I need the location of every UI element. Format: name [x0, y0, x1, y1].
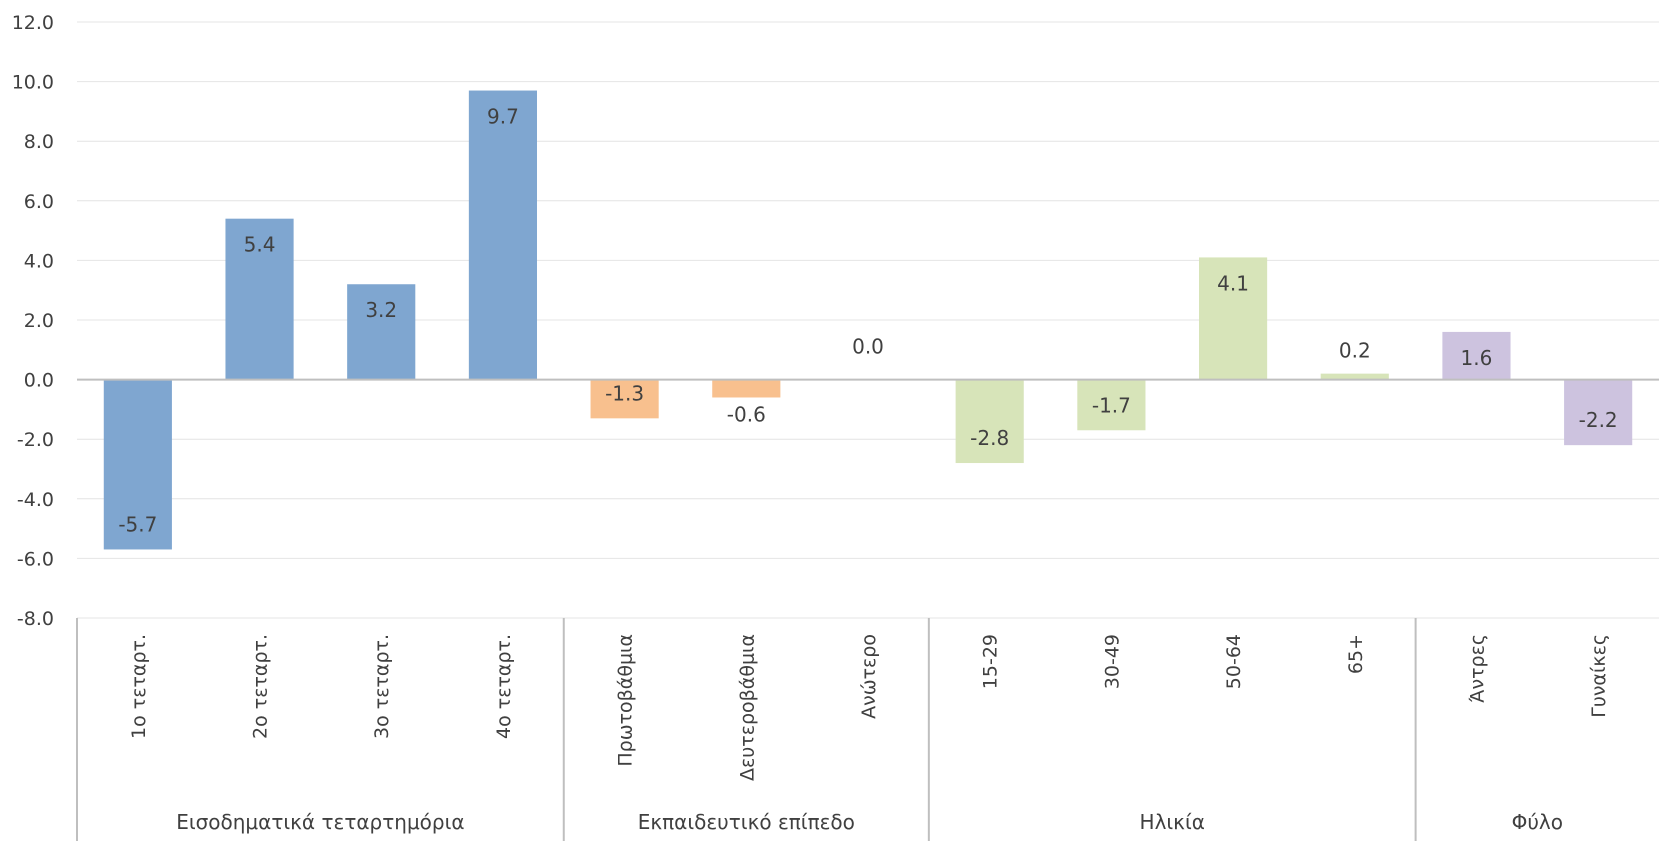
y-tick-label: -8.0	[17, 608, 54, 630]
data-label: 4.1	[1217, 271, 1249, 295]
bar	[347, 284, 416, 380]
y-tick-label: 0.0	[24, 370, 54, 392]
bar	[468, 90, 537, 380]
y-tick-label: 8.0	[24, 131, 54, 153]
category-label: 3ο τεταρτ.	[371, 634, 393, 739]
data-label: 1.6	[1461, 346, 1493, 370]
bar	[1077, 379, 1146, 431]
data-label: -1.3	[605, 381, 644, 405]
y-tick-label: 10.0	[12, 72, 54, 94]
bar	[1564, 379, 1633, 446]
data-label: 5.4	[244, 233, 276, 257]
category-label: 30-49	[1101, 634, 1123, 689]
bar	[1320, 373, 1389, 380]
bar	[955, 379, 1024, 464]
y-axis-tick-labels: 12.0 10.0 8.0 6.0 4.0 2.0 0.0 -2.0 -4.0 -6.0 -8.0	[12, 12, 54, 630]
category-label: 1ο τεταρτ.	[128, 634, 150, 739]
data-label: -1.7	[1092, 393, 1131, 417]
category-label: 65+	[1345, 634, 1367, 674]
group-label: Φύλο	[1512, 810, 1563, 834]
bar	[712, 379, 781, 398]
data-labels: -5.7 5.4 3.2 9.7 -1.3 -0.6 0.0 -2.8 -1.7 4.1 0.2 1.…	[118, 105, 1617, 537]
data-label: -2.2	[1579, 408, 1618, 432]
y-tick-label: 2.0	[24, 310, 54, 332]
y-tick-label: -6.0	[17, 548, 54, 570]
category-label: 50-64	[1223, 634, 1245, 689]
y-tick-label: 4.0	[24, 250, 54, 272]
category-label: Δευτεροβάθμια	[736, 634, 758, 781]
data-label: -2.8	[970, 426, 1009, 450]
group-label: Ηλικία	[1140, 810, 1205, 834]
group-label: Εισοδηματικά τεταρτημόρια	[176, 810, 464, 834]
y-tick-label: -2.0	[17, 429, 54, 451]
data-label: 3.2	[365, 298, 397, 322]
data-label: 0.2	[1339, 339, 1371, 363]
category-label: 15-29	[980, 634, 1002, 689]
data-label: 9.7	[487, 105, 519, 129]
data-label: 0.0	[852, 335, 884, 359]
bar	[1442, 331, 1511, 380]
y-tick-label: -4.0	[17, 489, 54, 511]
bars	[103, 90, 1633, 550]
x-axis: 1ο τεταρτ. 2ο τεταρτ. 3ο τεταρτ. 4ο τεταρτ.…	[76, 618, 1610, 841]
category-label: Πρωτοβάθμια	[615, 634, 637, 767]
category-label: 2ο τεταρτ.	[250, 634, 272, 739]
category-label: 4ο τεταρτ.	[493, 634, 515, 739]
y-tick-label: 6.0	[24, 191, 54, 213]
data-label: -0.6	[727, 402, 766, 426]
category-label: Γυναίκες	[1588, 634, 1610, 718]
category-label: Ανώτερο	[858, 634, 880, 719]
bar	[1199, 257, 1268, 380]
bar	[590, 379, 659, 419]
bar	[103, 379, 172, 550]
bar	[225, 218, 294, 380]
group-label: Εκπαιδευτικό επίπεδο	[638, 810, 855, 834]
y-tick-label: 12.0	[12, 12, 54, 34]
gridlines	[77, 21, 1659, 619]
category-label: Άντρες	[1466, 634, 1488, 703]
data-label: -5.7	[118, 512, 157, 536]
